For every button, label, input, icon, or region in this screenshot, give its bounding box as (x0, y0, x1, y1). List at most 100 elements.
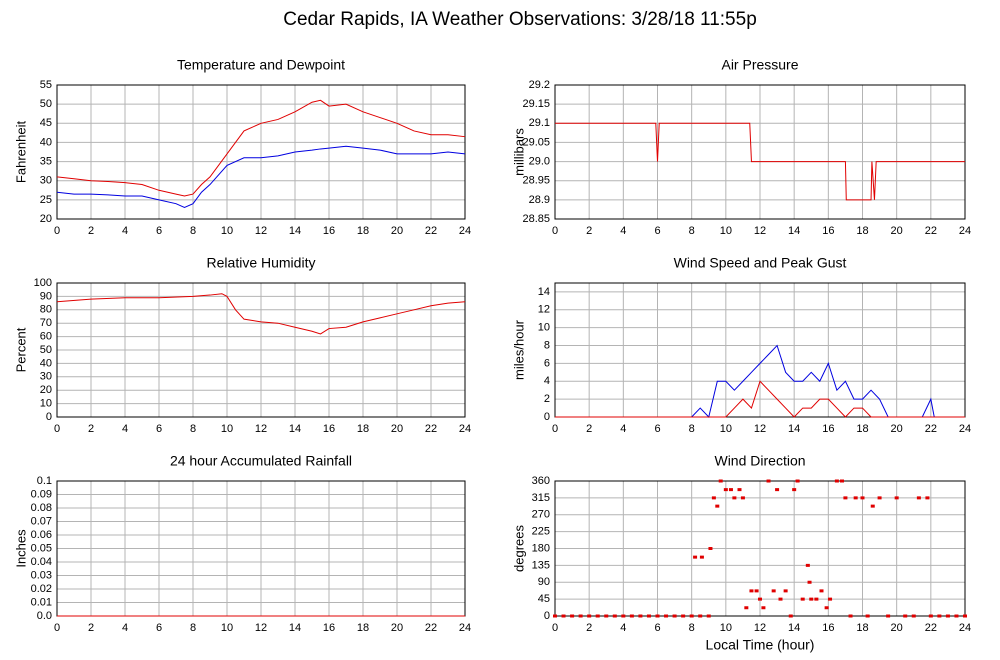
x-tick-label: 20 (891, 225, 903, 237)
x-tick-label: 10 (221, 423, 233, 435)
point (819, 589, 824, 593)
y-tick-label: 29.0 (529, 155, 550, 167)
x-tick-label: 24 (459, 622, 471, 634)
plot-frame (554, 480, 966, 617)
y-tick-label: 0.1 (37, 475, 52, 487)
point (646, 614, 651, 618)
y-tick-label: 6 (544, 357, 550, 369)
y-axis-label: millibars (511, 128, 526, 176)
point (945, 614, 950, 618)
y-tick-label: 0.04 (31, 556, 52, 568)
x-tick-label: 18 (856, 423, 868, 435)
point (711, 496, 716, 500)
x-tick-label: 16 (323, 423, 335, 435)
y-tick-label: 100 (34, 277, 52, 289)
x-tick-label: 0 (54, 423, 60, 435)
chart-title: Relative Humidity (207, 255, 316, 271)
x-tick-label: 10 (720, 225, 732, 237)
x-tick-label: 16 (323, 622, 335, 634)
x-tick-label: 22 (925, 225, 937, 237)
x-tick-label: 6 (156, 622, 162, 634)
y-tick-label: 60 (40, 331, 52, 343)
y-tick-label: 180 (532, 542, 550, 554)
x-tick-label: 0 (552, 225, 558, 237)
x-tick-label: 4 (620, 423, 626, 435)
x-tick-label: 18 (357, 423, 369, 435)
point (693, 555, 698, 559)
point (778, 597, 783, 601)
point (795, 479, 800, 483)
point (903, 614, 908, 618)
y-tick-label: 0.02 (31, 583, 52, 595)
point (805, 563, 810, 567)
x-tick-label: 10 (221, 225, 233, 237)
line (56, 293, 466, 335)
x-tick-label: 16 (822, 423, 834, 435)
x-tick-label: 6 (156, 423, 162, 435)
point (928, 614, 933, 618)
point (699, 555, 704, 559)
y-tick-label: 29.05 (522, 136, 550, 148)
point (728, 488, 733, 492)
x-tick-label: 6 (654, 622, 660, 634)
point (744, 606, 749, 610)
x-tick-label: 2 (586, 225, 592, 237)
point (595, 614, 600, 618)
x-tick-label: 8 (190, 225, 196, 237)
point (587, 614, 592, 618)
x-tick-label: 22 (925, 622, 937, 634)
y-tick-label: 0.01 (31, 596, 52, 608)
x-tick-label: 22 (425, 423, 437, 435)
point (689, 614, 694, 618)
point (925, 496, 930, 500)
point (783, 589, 788, 593)
point (877, 496, 882, 500)
point (809, 597, 814, 601)
point (723, 488, 728, 492)
x-tick-label: 0 (54, 622, 60, 634)
y-tick-label: 0.0 (37, 610, 52, 622)
x-tick-label: 20 (891, 622, 903, 634)
point (740, 496, 745, 500)
y-tick-label: 315 (532, 492, 550, 504)
x-tick-label: 18 (357, 622, 369, 634)
y-tick-label: 40 (40, 357, 52, 369)
x-tick-label: 24 (459, 225, 471, 237)
x-tick-label: 4 (620, 225, 626, 237)
x-tick-label: 6 (654, 423, 660, 435)
point (834, 479, 839, 483)
y-tick-label: 12 (538, 304, 550, 316)
x-tick-label: 20 (391, 622, 403, 634)
y-tick-label: 0 (46, 411, 52, 423)
plot-frame (56, 84, 466, 220)
y-tick-label: 20 (40, 213, 52, 225)
x-tick-label: 2 (586, 622, 592, 634)
y-tick-label: 0.09 (31, 488, 52, 500)
chart-title: 24 hour Accumulated Rainfall (170, 453, 352, 469)
x-tick-label: 14 (788, 225, 800, 237)
x-tick-label: 16 (822, 622, 834, 634)
point (638, 614, 643, 618)
x-tick-label: 2 (586, 423, 592, 435)
point (853, 496, 858, 500)
plot-frame (554, 282, 966, 418)
x-tick-label: 24 (959, 423, 971, 435)
x-tick-label: 12 (754, 622, 766, 634)
y-tick-label: 45 (538, 593, 550, 605)
x-tick-label: 12 (255, 225, 267, 237)
y-tick-label: 0.08 (31, 502, 52, 514)
y-tick-label: 90 (40, 290, 52, 302)
point (655, 614, 660, 618)
point (664, 614, 669, 618)
x-tick-label: 18 (856, 622, 868, 634)
point (758, 597, 762, 601)
point (761, 606, 766, 610)
line (56, 145, 466, 209)
x-tick-label: 22 (925, 423, 937, 435)
x-tick-label: 20 (391, 225, 403, 237)
y-tick-label: 28.95 (522, 175, 550, 187)
point (672, 614, 677, 618)
point (911, 614, 916, 618)
chart-title: Wind Direction (714, 453, 805, 469)
